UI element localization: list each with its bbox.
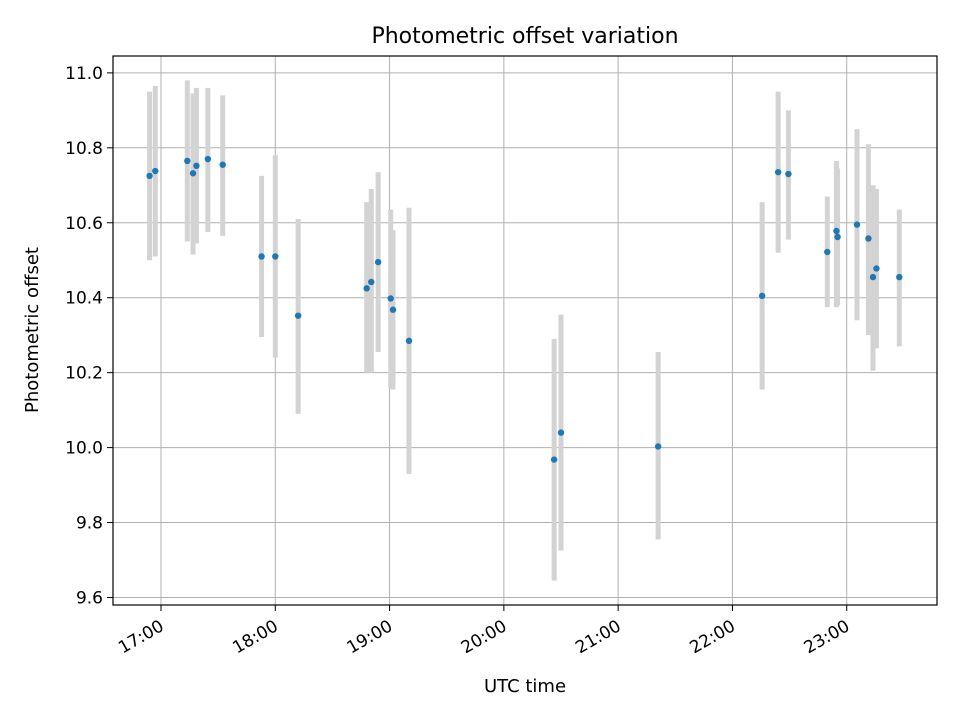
data-point	[152, 167, 159, 175]
axes-frame	[112, 55, 938, 606]
data-point	[869, 273, 877, 281]
data-point	[363, 285, 370, 292]
data-point	[374, 258, 382, 266]
data-point	[550, 456, 558, 463]
data-point	[387, 295, 394, 302]
y-tick-label: 9.8	[76, 514, 103, 534]
y-tick-label: 9.6	[76, 589, 103, 609]
y-tick-label: 11.0	[65, 64, 103, 84]
y-tick-label: 10.2	[65, 364, 103, 384]
data-point	[834, 233, 841, 241]
data-point	[873, 265, 880, 272]
data-point	[294, 312, 302, 319]
chart-title: Photometric offset variation	[371, 24, 678, 49]
data-point	[219, 161, 226, 168]
data-point	[774, 168, 782, 176]
data-point	[758, 292, 766, 300]
data-point	[258, 253, 265, 260]
y-tick-label: 10.4	[65, 289, 103, 309]
data-point	[146, 172, 153, 180]
data-point	[389, 306, 397, 313]
data-point	[204, 155, 212, 163]
data-points	[146, 155, 903, 463]
y-tick-label: 10.8	[65, 139, 103, 159]
y-tick-label: 10.0	[65, 439, 103, 459]
data-point	[654, 443, 662, 450]
data-point	[272, 253, 279, 260]
data-point	[833, 227, 840, 235]
data-point	[405, 337, 413, 345]
data-point	[853, 221, 861, 228]
data-point	[368, 278, 375, 286]
data-point	[865, 235, 872, 242]
data-point	[189, 170, 197, 177]
grid-lines	[113, 56, 937, 605]
data-point	[557, 429, 565, 436]
data-point	[896, 273, 903, 281]
data-point	[184, 157, 191, 165]
y-tick-label: 10.6	[65, 214, 103, 234]
data-point	[824, 248, 831, 256]
data-point	[785, 170, 792, 178]
y-axis-label: Photometric offset	[22, 247, 43, 413]
x-axis-label: UTC time	[484, 676, 566, 697]
data-point	[193, 162, 200, 169]
